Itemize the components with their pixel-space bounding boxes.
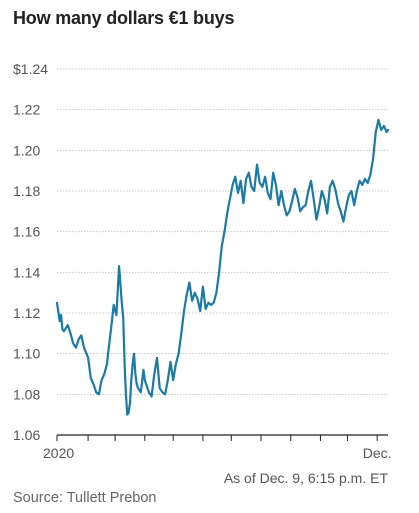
as-of-note: As of Dec. 9, 6:15 p.m. ET <box>223 470 388 486</box>
source-note: Source: Tullett Prebon <box>13 490 157 506</box>
series-line <box>55 118 390 416</box>
y-axis-labels: 1.06 1.08 1.10 1.12 1.14 1.16 1.18 1.20 1.22 $1.2… <box>13 61 48 443</box>
y-tick-label: 1.12 <box>13 305 40 321</box>
x-tick-label: 2020 <box>43 445 74 461</box>
chart-title: How many dollars €1 buys <box>13 8 235 28</box>
y-tick-label: 1.20 <box>13 142 40 158</box>
data-series <box>55 118 390 416</box>
y-tick-label: 1.10 <box>13 346 40 362</box>
x-axis: 2020 Dec. <box>43 434 392 461</box>
gridlines <box>57 68 388 395</box>
y-tick-label: 1.18 <box>13 183 40 199</box>
y-tick-label: 1.06 <box>13 427 40 443</box>
y-tick-label: 1.14 <box>13 264 40 280</box>
y-tick-label: 1.22 <box>13 102 40 118</box>
y-tick-label: $1.24 <box>13 61 48 77</box>
x-tick-label: Dec. <box>363 445 392 461</box>
y-tick-label: 1.08 <box>13 386 40 402</box>
y-tick-label: 1.16 <box>13 224 40 240</box>
